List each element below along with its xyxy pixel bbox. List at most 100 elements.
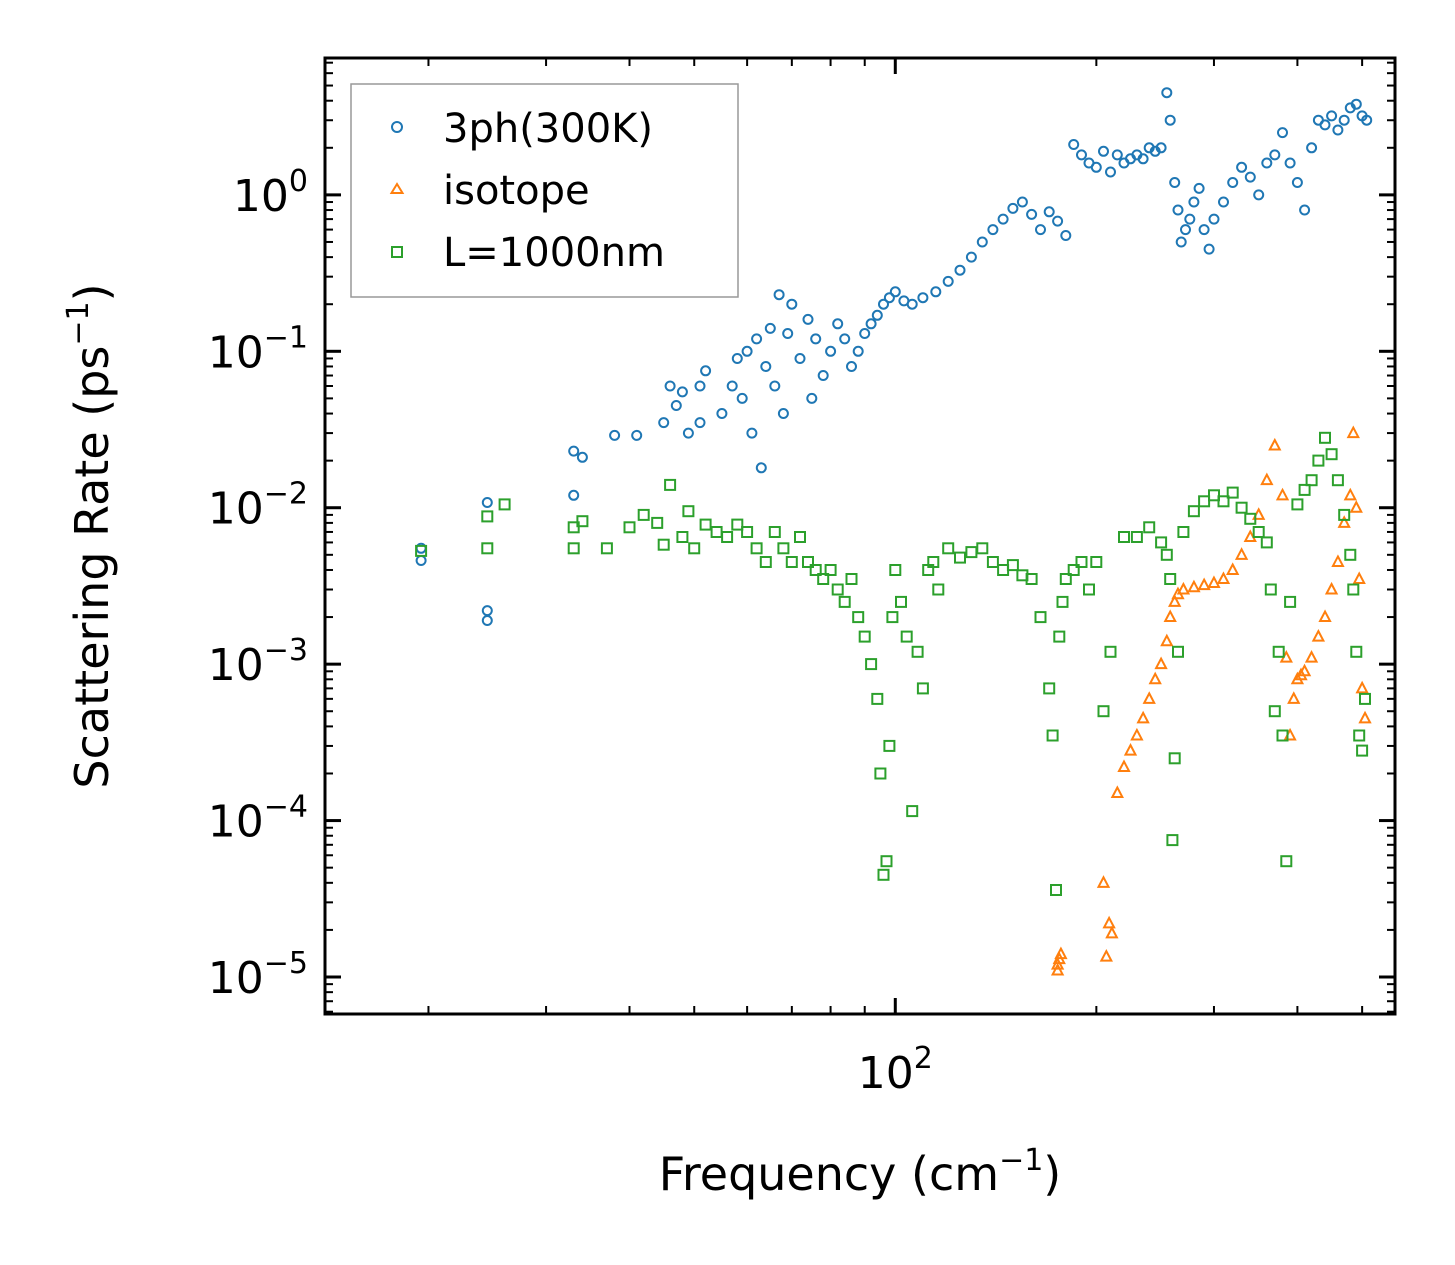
data-point xyxy=(731,518,744,531)
data-point xyxy=(1050,884,1062,896)
y-axis-title-tail: ) xyxy=(65,283,119,301)
y-tick-label: 10−5 xyxy=(208,946,308,1004)
data-point xyxy=(1280,855,1293,868)
data-point xyxy=(1105,925,1119,939)
legend-label-3ph: 3ph(300K) xyxy=(443,106,653,152)
data-point xyxy=(415,544,428,557)
data-point xyxy=(721,531,734,543)
data-point xyxy=(699,518,712,531)
legend-marker-l1000nm xyxy=(391,246,403,258)
data-point xyxy=(1083,583,1095,596)
data-point xyxy=(986,556,999,568)
data-point xyxy=(1287,691,1301,704)
data-point xyxy=(623,521,636,534)
data-point xyxy=(1102,915,1116,929)
data-point xyxy=(773,289,785,301)
data-point xyxy=(1137,153,1149,165)
y-tick-label-base: 10 xyxy=(208,327,264,378)
data-point xyxy=(832,318,844,330)
data-point xyxy=(1154,656,1168,670)
data-point xyxy=(1155,142,1167,154)
data-point xyxy=(1284,157,1296,169)
series-isotope-points xyxy=(1050,425,1372,976)
data-point xyxy=(1324,581,1339,595)
data-point xyxy=(637,508,650,521)
data-point xyxy=(676,531,689,543)
legend-marker-isotope xyxy=(389,182,405,194)
data-point xyxy=(1272,645,1285,658)
data-point xyxy=(1043,682,1056,695)
data-point xyxy=(886,611,899,624)
data-point xyxy=(1164,573,1177,585)
data-point xyxy=(682,505,695,518)
data-point xyxy=(481,615,493,626)
data-point xyxy=(1337,515,1351,528)
data-point xyxy=(1304,650,1319,663)
data-point xyxy=(1217,495,1230,508)
y-axis-title-text: Scattering Rate (ps xyxy=(65,346,119,789)
data-point xyxy=(871,309,883,321)
data-point xyxy=(874,767,887,780)
data-point xyxy=(1319,431,1331,444)
data-point xyxy=(1319,119,1331,131)
data-point xyxy=(1260,472,1274,486)
data-point xyxy=(1361,114,1373,126)
data-point xyxy=(1052,215,1064,227)
data-point xyxy=(1253,189,1265,201)
data-point xyxy=(759,556,772,568)
y-tick-label-base: 10 xyxy=(208,797,264,848)
data-point xyxy=(670,400,682,411)
data-point xyxy=(942,542,955,555)
data-point xyxy=(1130,727,1144,741)
data-point xyxy=(889,564,902,576)
data-point xyxy=(777,408,789,419)
plot-frame xyxy=(323,56,1397,1016)
data-point xyxy=(1187,505,1200,518)
data-point xyxy=(916,682,929,695)
data-point xyxy=(930,286,942,298)
data-point xyxy=(1216,571,1231,585)
data-point xyxy=(1359,692,1371,705)
data-point xyxy=(1097,705,1110,718)
data-point xyxy=(1148,671,1162,685)
data-point xyxy=(750,542,763,555)
data-point xyxy=(1338,508,1351,521)
legend-marker-3ph xyxy=(391,121,403,133)
data-point xyxy=(769,380,781,392)
data-point xyxy=(777,542,790,555)
data-point xyxy=(810,333,822,345)
data-point xyxy=(764,322,776,334)
data-point xyxy=(1172,645,1184,658)
data-point xyxy=(481,542,494,555)
data-point xyxy=(1350,645,1363,658)
data-point xyxy=(809,564,822,576)
data-point xyxy=(1142,691,1156,704)
data-point xyxy=(676,386,688,398)
data-point xyxy=(694,417,706,429)
data-point xyxy=(1169,177,1181,188)
data-point xyxy=(1338,114,1350,126)
data-point xyxy=(1332,124,1344,136)
data-point xyxy=(1110,785,1124,799)
x-axis-title: Frequency (cm−1) xyxy=(659,1143,1062,1201)
data-point xyxy=(865,318,877,330)
x-tick-label-exp: 2 xyxy=(914,1041,933,1076)
data-point xyxy=(1318,609,1332,623)
data-point xyxy=(1252,526,1265,538)
data-point xyxy=(1268,705,1281,718)
data-point xyxy=(760,361,772,372)
data-point xyxy=(1269,149,1281,161)
data-point xyxy=(1207,575,1221,589)
data-point xyxy=(1193,182,1205,194)
data-point xyxy=(1164,114,1176,126)
data-point xyxy=(1325,448,1338,461)
y-tick-label-base: 10 xyxy=(208,484,264,535)
data-point xyxy=(802,313,814,325)
data-point xyxy=(1291,177,1303,188)
data-point xyxy=(1184,213,1196,225)
y-tick-label-exp: −4 xyxy=(264,790,308,825)
data-point xyxy=(932,583,945,596)
data-point xyxy=(1035,224,1046,236)
data-point xyxy=(858,630,871,643)
